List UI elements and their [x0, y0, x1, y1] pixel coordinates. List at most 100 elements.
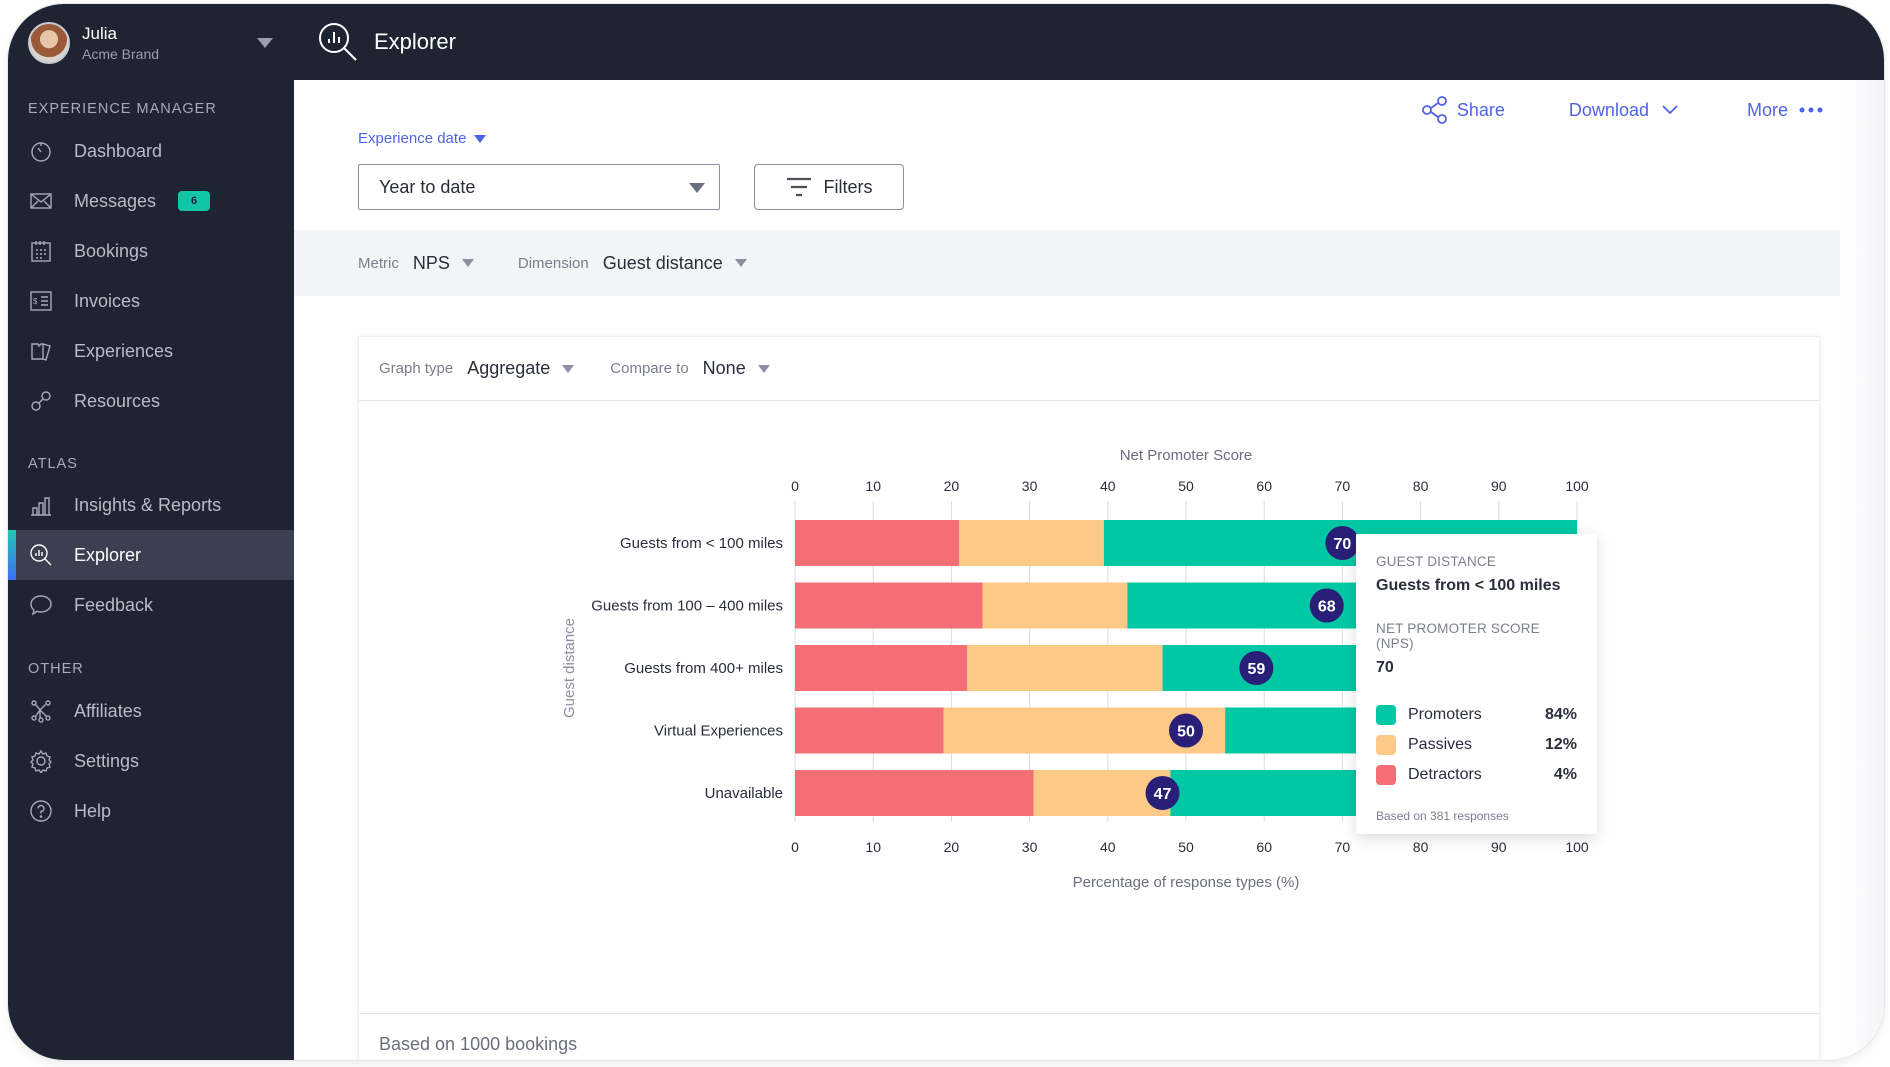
page-title: Explorer [316, 20, 456, 64]
share-button[interactable]: Share [1421, 96, 1505, 124]
user-menu-caret-icon[interactable] [257, 38, 273, 48]
more-dots-icon [1799, 107, 1823, 113]
chart-footer: Based on 1000 bookings [359, 1013, 1819, 1060]
sidebar-item-experiences[interactable]: Experiences [8, 326, 294, 376]
sidebar-item-resources[interactable]: Resources [8, 376, 294, 426]
sidebar-item-label: Settings [74, 750, 140, 771]
tooltip-row-promoters: Promoters 84% [1376, 705, 1577, 725]
passives-bar-segment [982, 582, 1128, 629]
messages-count-badge: 6 [178, 191, 211, 211]
sidebar-item-dashboard[interactable]: Dashboard [8, 126, 294, 176]
network-icon [28, 698, 54, 724]
sidebar-item-label: Invoices [74, 290, 141, 311]
sidebar-item-feedback[interactable]: Feedback [8, 580, 294, 630]
y-axis-label: Guest distance [561, 618, 578, 718]
app-window: Julia Acme Brand EXPERIENCE MANAGER Dash… [8, 4, 1884, 1060]
top-tick-label: 10 [865, 478, 881, 494]
compare-to-dropdown[interactable]: None [703, 358, 770, 379]
top-tick-label: 0 [791, 478, 799, 494]
section-experience-manager: EXPERIENCE MANAGER [28, 101, 217, 117]
toolbar: Share Download More [1421, 96, 1824, 124]
envelope-icon [28, 188, 54, 214]
bottom-tick-label: 40 [1100, 839, 1116, 855]
link-icon [28, 388, 54, 414]
compare-to-label: Compare to [610, 360, 689, 377]
download-button[interactable]: Download [1569, 99, 1681, 121]
nps-marker [1169, 713, 1203, 748]
tooltip-metric-label: NET PROMOTER SCORE (NPS) [1376, 621, 1540, 651]
passives-bar-segment [967, 645, 1163, 691]
sidebar-item-label: Resources [74, 390, 161, 411]
nps-marker [1325, 526, 1360, 560]
graph-type-dropdown[interactable]: Aggregate [467, 358, 575, 379]
tooltip-metric-value: 70 [1376, 659, 1394, 676]
section-atlas: ATLAS [28, 456, 78, 472]
bottom-tick-label: 80 [1413, 839, 1429, 855]
sidebar-item-help[interactable]: Help [8, 786, 294, 836]
sidebar-item-affiliates[interactable]: Affiliates [8, 686, 294, 736]
top-tick-label: 70 [1335, 478, 1351, 494]
date-range-select[interactable]: Year to date [358, 164, 720, 210]
sidebar-item-settings[interactable]: Settings [8, 736, 294, 786]
more-button[interactable]: More [1747, 100, 1824, 121]
invoice-icon: $ [28, 288, 54, 314]
sidebar-item-label: Messages [74, 190, 157, 211]
tooltip-dimension-value: Guests from < 100 miles [1376, 577, 1561, 594]
sidebar-item-label: Insights & Reports [74, 494, 222, 515]
sidebar-item-insights-reports[interactable]: Insights & Reports [8, 480, 294, 530]
sidebar-item-invoices[interactable]: $ Invoices [8, 276, 294, 326]
caret-down-icon [757, 364, 770, 373]
nps-marker [1239, 651, 1274, 685]
chart-title: Net Promoter Score [1120, 447, 1253, 464]
caret-down-icon [734, 259, 747, 267]
passives-swatch [1376, 735, 1396, 755]
sidebar: Julia Acme Brand EXPERIENCE MANAGER Dash… [8, 4, 294, 1060]
top-tick-label: 90 [1491, 478, 1507, 494]
avatar [28, 22, 70, 64]
x-axis-label: Percentage of response types (%) [1073, 874, 1300, 891]
bookings-note: Based on 1000 bookings [379, 1034, 578, 1054]
sidebar-item-explorer[interactable]: Explorer [8, 530, 294, 580]
nps-stacked-bar-chart: 0 0 10 10 20 20 30 30 40 40 50 50 60 60 70 70 80 80 90 90 10… [561, 447, 1589, 891]
tooltip-row-passives: Passives 12% [1376, 735, 1577, 755]
dimension-label: Dimension [517, 254, 589, 272]
nps-marker [1145, 776, 1180, 810]
filter-icon [786, 177, 811, 197]
dimension-dropdown[interactable]: Guest distance [603, 253, 747, 274]
dashboard-icon [28, 138, 54, 164]
bar-chart-icon [28, 492, 54, 518]
metric-dropdown[interactable]: NPS [413, 253, 474, 274]
user-name: Julia [82, 24, 117, 43]
caret-down-icon [461, 259, 474, 267]
main-content: Share Download More Experience date Year… [294, 80, 1884, 1060]
sidebar-item-label: Feedback [74, 594, 154, 615]
sidebar-item-messages[interactable]: Messages 6 [8, 176, 294, 226]
help-icon [28, 798, 54, 824]
sidebar-item-label: Experiences [74, 340, 174, 361]
bottom-tick-label: 60 [1256, 839, 1272, 855]
experience-date-dropdown[interactable]: Experience date [358, 130, 487, 147]
scroll-edge [1840, 80, 1884, 1060]
sidebar-item-label: Bookings [74, 240, 149, 261]
nps-marker-label: 70 [1334, 536, 1352, 553]
bottom-tick-label: 0 [791, 839, 799, 855]
top-tick-label: 20 [944, 478, 960, 494]
bottom-tick-label: 100 [1565, 839, 1589, 855]
nps-marker-label: 68 [1318, 599, 1336, 616]
chart-controls: Graph type Aggregate Compare to None [359, 337, 1819, 401]
caret-down-icon [474, 134, 487, 143]
sidebar-item-label: Affiliates [74, 700, 142, 721]
bottom-tick-label: 10 [865, 839, 881, 855]
bottom-tick-label: 30 [1022, 839, 1038, 855]
sidebar-item-bookings[interactable]: Bookings [8, 226, 294, 276]
tooltip-dimension-label: GUEST DISTANCE [1376, 554, 1497, 569]
category-label: Guests from < 100 miles [620, 535, 783, 552]
category-label: Guests from 100 – 400 miles [591, 598, 783, 615]
bottom-tick-label: 20 [944, 839, 960, 855]
filters-button[interactable]: Filters [754, 164, 904, 210]
svg-text:$: $ [33, 297, 38, 306]
calendar-icon [28, 238, 54, 264]
sidebar-item-label: Dashboard [74, 140, 163, 161]
user-menu[interactable]: Julia Acme Brand [28, 22, 159, 64]
bottom-tick-label: 70 [1335, 839, 1351, 855]
